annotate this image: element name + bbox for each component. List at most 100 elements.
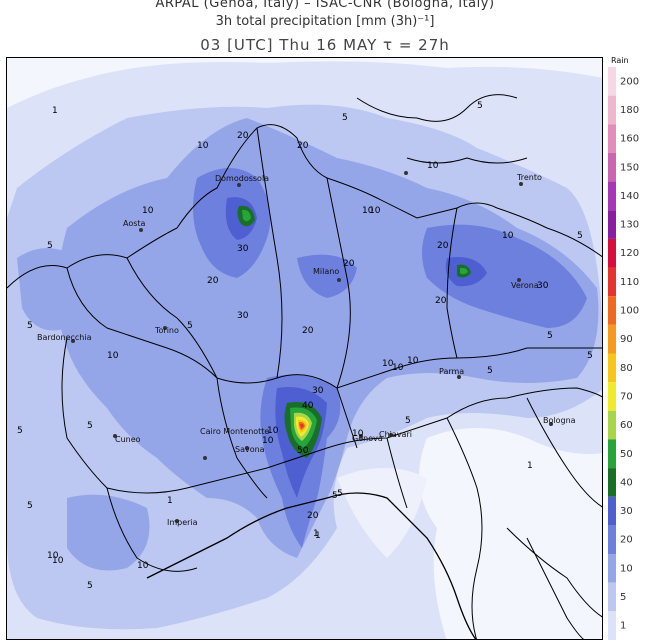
contour-labels: 1 5 10 20 30 40 50 10 20 5 10 20 30 10 5… [17, 101, 593, 591]
legend-swatch [608, 152, 616, 182]
area-dry-tuscany [419, 428, 602, 639]
contour-label: 5 [27, 501, 33, 511]
precipitation-map: Domodossola Aosta Milano Trento Verona T… [6, 57, 603, 640]
contour-label: 5 [332, 491, 338, 501]
legend-swatch [608, 410, 616, 440]
contour-label: 10 [392, 363, 404, 373]
legend-value: 60 [620, 420, 633, 431]
legend-value: 110 [620, 277, 639, 288]
city-label-cairo-montenotte: Cairo Montenotte [200, 427, 269, 436]
contour-label: 40 [302, 401, 314, 411]
legend-value: 150 [620, 162, 639, 173]
contour-label: 10 [407, 356, 419, 366]
area-100mm [300, 423, 304, 428]
legend-title: Rain [611, 57, 629, 65]
contour-label: 5 [187, 321, 193, 331]
contour-label: 10 [142, 206, 154, 216]
contour-label: 10 [427, 161, 439, 171]
legend-value: 140 [620, 191, 639, 202]
contour-label: 5 [337, 489, 343, 499]
city-label-milano: Milano [313, 267, 339, 276]
contour-label: 30 [312, 386, 324, 396]
administrative-boundaries [7, 94, 602, 639]
contour-label: 10 [382, 359, 394, 369]
legend-value: 20 [620, 535, 633, 546]
area-dry-coast [337, 468, 427, 558]
legend-value: 120 [620, 248, 639, 259]
contour-label: 10 [137, 561, 149, 571]
legend-value: 70 [620, 391, 633, 402]
contour-label: 20 [237, 131, 249, 141]
contour-label: 10 [352, 429, 364, 439]
contour-label: 5 [87, 581, 93, 591]
contour-label: 50 [297, 446, 309, 456]
coastline [146, 492, 477, 639]
legend-swatch [608, 210, 616, 239]
legend-value: 100 [620, 306, 639, 317]
contour-label: 20 [435, 296, 447, 306]
contour-label: 1 [315, 531, 321, 541]
contour-label: 1 [313, 529, 319, 539]
city-label-parma: Parma [439, 367, 464, 376]
header-agency: ARPAL (Genoa, Italy) – ISAC-CNR (Bologna… [155, 0, 495, 11]
contour-label: 20 [297, 141, 309, 151]
legend-value: 180 [620, 105, 639, 116]
legend-value: 200 [620, 76, 639, 87]
contour-label: 5 [587, 351, 593, 361]
legend-swatch [608, 382, 616, 411]
area-20mm-milano [297, 254, 357, 298]
contour-label: 20 [307, 511, 319, 521]
contour-label: 10 [107, 351, 119, 361]
city-label-torino: Torino [154, 326, 179, 335]
contour-label: 5 [87, 421, 93, 431]
city-label-cuneo: Cuneo [115, 435, 141, 444]
contour-label: 5 [405, 416, 411, 426]
precipitation-legend: Rain 200 180 160 150 140 130 120 110 100 90 80 70 60… [608, 56, 650, 640]
legend-swatch [608, 124, 616, 153]
legend-swatch [608, 611, 616, 640]
contour-label: 5 [487, 366, 493, 376]
legend-swatch [608, 95, 616, 125]
contour-label: 30 [237, 244, 249, 254]
header-valid-time: 03 [UTC] Thu 16 MAY τ = 27h [200, 36, 450, 54]
legend-value: 10 [620, 563, 633, 574]
city-label-bardonecchia: Bardonecchia [37, 333, 92, 342]
legend-value: 50 [620, 449, 633, 460]
contour-label: 10 [47, 551, 59, 561]
area-10mm-west [17, 248, 81, 331]
area-10mm-south [67, 494, 150, 571]
contour-label: 1 [167, 496, 173, 506]
city-label-imperia: Imperia [167, 518, 198, 527]
contour-label: 30 [537, 281, 549, 291]
legend-value: 1 [620, 621, 626, 632]
legend-value: 90 [620, 334, 633, 345]
header-variable: 3h total precipitation [mm (3h)⁻¹] [215, 14, 435, 29]
city-label-trento: Trento [516, 173, 542, 182]
city-label-chiavari: Chiavari [379, 430, 412, 439]
city-label-verona: Verona [511, 281, 539, 290]
contour-label: 10 [52, 556, 64, 566]
legend-value: 40 [620, 477, 633, 488]
legend-swatch [608, 496, 616, 526]
contour-label: 5 [547, 331, 553, 341]
contour-label: 30 [237, 311, 249, 321]
legend-value: 130 [620, 220, 639, 231]
city-label-genova: Genova [352, 434, 383, 443]
contour-label: 5 [477, 101, 483, 111]
legend-swatch [608, 67, 616, 96]
legend-swatch [608, 439, 616, 469]
contour-label: 10 [362, 206, 374, 216]
contour-label: 10 [197, 141, 209, 151]
city-label-savona: Savona [235, 445, 265, 454]
legend-swatch [608, 238, 616, 268]
legend-swatch [608, 353, 616, 383]
area-20mm-verona [422, 224, 587, 328]
contour-label: 5 [47, 241, 53, 251]
city-label-aosta: Aosta [123, 219, 146, 228]
contour-label: 10 [262, 436, 274, 446]
contour-label: 1 [527, 461, 533, 471]
legend-swatch [608, 554, 616, 583]
contour-label: 20 [207, 276, 219, 286]
contour-label: 10 [502, 231, 514, 241]
legend-value: 30 [620, 506, 633, 517]
